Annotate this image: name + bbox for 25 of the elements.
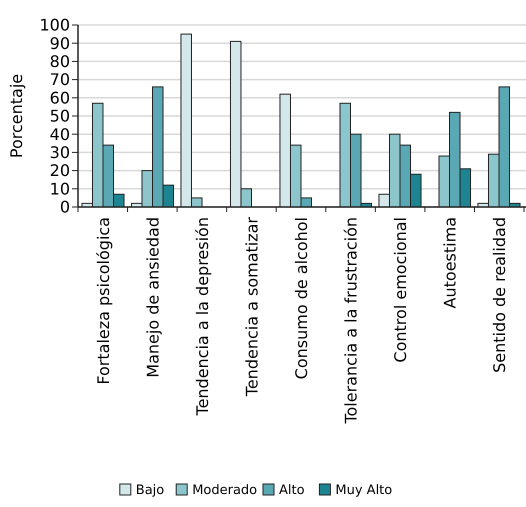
legend-label: Moderado: [192, 483, 258, 498]
x-tick-label: Fortaleza psicológica: [94, 217, 113, 385]
y-tick-label: 40: [50, 124, 70, 144]
y-tick-label: 60: [50, 88, 70, 108]
x-tick-label: Autoestima: [440, 217, 460, 308]
y-tick-label: 10: [50, 179, 70, 198]
x-tick-label: Tendencia a somatizar: [242, 216, 262, 398]
x-tick-label: Tendencia a la depresión: [193, 217, 212, 416]
y-tick-label: 80: [50, 52, 70, 71]
x-tick-label: Tolerancia a la frustración: [342, 217, 360, 425]
x-tick-label: Manejo de ansiedad: [144, 217, 162, 378]
y-tick-label: 0: [60, 198, 70, 217]
legend-label: Muy Alto: [335, 483, 392, 498]
x-tick-label: Consumo de alcohol: [292, 217, 311, 380]
y-axis-title: Porcentaje: [7, 74, 26, 158]
y-tick-label: 70: [50, 70, 70, 90]
x-tick-label: Control emocional: [391, 217, 410, 363]
x-tick-label: Sentido de realidad: [490, 217, 509, 373]
y-tick-label: 30: [50, 143, 70, 162]
y-tick-label: 20: [50, 161, 70, 180]
legend-label: Alto: [279, 483, 305, 498]
y-tick-label: 50: [50, 106, 70, 126]
legend-label: Bajo: [136, 483, 164, 498]
y-tick-label: 90: [50, 34, 70, 53]
y-tick-label: 100: [39, 16, 70, 35]
